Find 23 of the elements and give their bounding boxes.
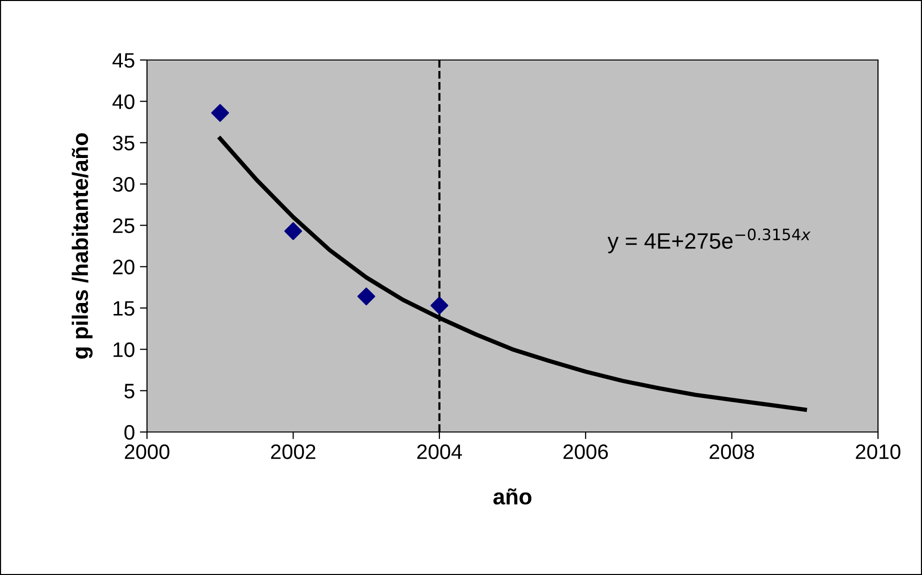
point (284, 222, 302, 240)
y-tick-label: 40 (112, 94, 134, 110)
y-tick-label: 25 (113, 218, 134, 234)
point (357, 288, 376, 306)
y-tick-label: 0 (124, 425, 134, 440)
y-tick-label: 5 (124, 384, 134, 398)
y-tick-label: 15 (114, 301, 134, 316)
x-tick-label: 2002 (271, 444, 316, 460)
y-tick-label: 35 (112, 136, 134, 150)
x-tick-label: 2010 (856, 444, 900, 460)
point (430, 296, 448, 314)
annotation: y = 4E+275e$^{−0.3154x}$ (608, 228, 811, 254)
x-tick-label: 2008 (710, 444, 754, 460)
x-tick-label: 2004 (417, 444, 462, 460)
y-tick-label: 30 (112, 177, 134, 192)
x-tick-label: 2000 (124, 444, 170, 460)
point (211, 104, 230, 122)
y-tick-label: 20 (113, 260, 134, 274)
x-tick-label: 2006 (563, 444, 608, 460)
y-axis-title: g pilas /habitante/año (72, 133, 93, 359)
y-tick-label: 45 (112, 53, 134, 68)
x-axis-title: año (493, 488, 532, 505)
y-tick-label: 10 (114, 342, 134, 358)
